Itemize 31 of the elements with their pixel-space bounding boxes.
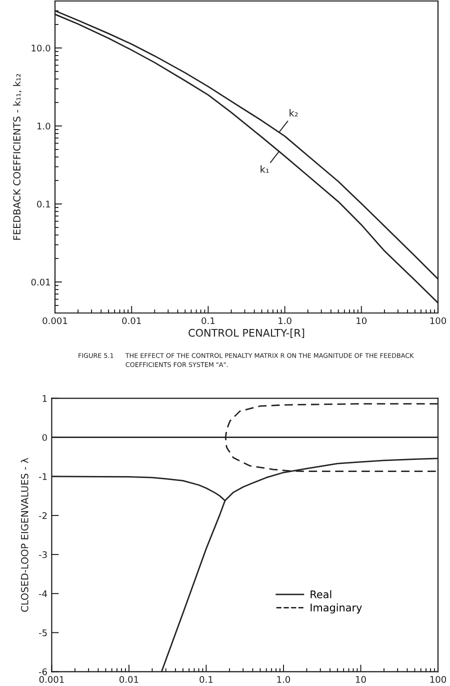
y-axis-title: FEEDBACK COEFFICIENTS - k₁₁, k₁₂ (12, 74, 22, 240)
y-tick-label: -6 (38, 668, 47, 676)
y-tick-label: -4 (38, 590, 48, 598)
series-label: k₂ (290, 108, 298, 116)
legend-label: Imaginary (310, 603, 362, 614)
x-tick-label: 0.001 (42, 317, 68, 324)
x-tick-label: 0.01 (120, 676, 138, 683)
y-tick-label: 10.0 (32, 44, 50, 52)
legend-label: k₁ (260, 165, 269, 173)
y-tick-label: 0 (42, 434, 47, 441)
legend-label: Real (310, 590, 332, 598)
y-tick-label: -1 (38, 473, 47, 480)
y-tick-label: 0.01 (31, 278, 50, 286)
x-tick-label: 0.1 (200, 676, 213, 683)
x-tick-label: 10 (356, 676, 366, 683)
x-tick-label: 0.1 (202, 317, 215, 324)
y-tick-label: 0.1 (37, 200, 50, 208)
x-tick-label: 0.001 (39, 676, 64, 683)
y-tick-label: -5 (38, 629, 47, 636)
y-tick-label: -3 (38, 551, 47, 558)
y-axis-title: CLOSED-LOOP EIGENVALUES - λ (20, 458, 28, 612)
x-axis-title: CONTROL PENALTY-[R] (188, 328, 304, 338)
x-tick-label: 1.0 (278, 317, 292, 324)
x-tick-label: 100 (430, 676, 446, 683)
y-tick-label: 1.0 (37, 122, 50, 130)
x-tick-label: 100 (430, 317, 446, 324)
x-tick-label: 1.0 (277, 676, 290, 683)
y-tick-label: 1 (42, 395, 47, 402)
x-tick-label: 10 (356, 317, 367, 324)
y-tick-label: -2 (38, 512, 47, 519)
x-tick-label: 0.01 (122, 317, 141, 324)
